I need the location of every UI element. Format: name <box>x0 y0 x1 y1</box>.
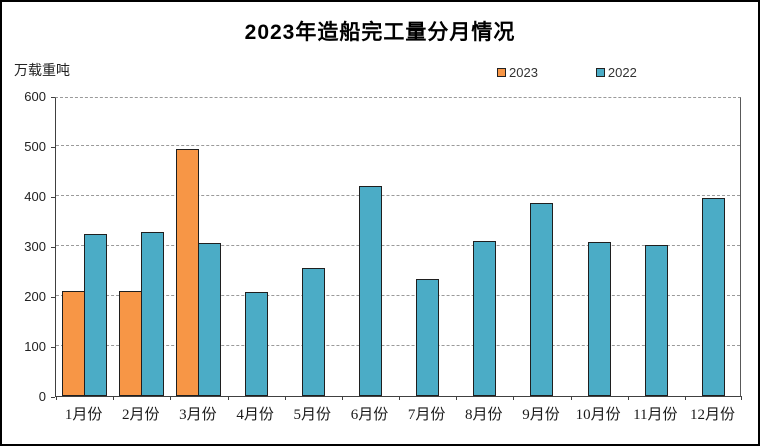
x-tick-mark-6 <box>399 396 400 400</box>
bar-2023-3月份 <box>175 149 199 396</box>
x-tick-mark-8 <box>513 396 515 400</box>
x-label-11月份: 11月份 <box>633 407 678 423</box>
bar-2022-5月份 <box>301 268 325 396</box>
bar-2023-2月份 <box>118 291 142 396</box>
x-label-2月份: 2月份 <box>122 407 160 423</box>
y-tick-mark-0 <box>51 397 55 398</box>
y-axis-unit-label: 万载重吨 <box>14 62 70 78</box>
legend-item-2023: 2023 <box>497 65 538 80</box>
chart-title: 2023年造船完工量分月情况 <box>244 21 516 44</box>
x-label-12月份: 12月份 <box>689 407 735 423</box>
bar-2022-7月份 <box>416 278 440 396</box>
y-tick-label-200: 200 <box>24 289 46 304</box>
x-label-3月份: 3月份 <box>179 407 217 423</box>
y-tick-mark-300 <box>51 247 55 248</box>
x-tick-mark-9 <box>570 396 572 400</box>
y-tick-label-0: 0 <box>38 389 46 404</box>
gridline-400 <box>56 195 740 196</box>
gridline-300 <box>56 245 740 246</box>
y-tick-mark-200 <box>51 297 55 298</box>
bar-2022-6月份 <box>358 185 382 396</box>
x-label-4月份: 4月份 <box>236 407 274 423</box>
y-tick-label-300: 300 <box>24 239 46 254</box>
bar-2022-1月份 <box>83 233 107 396</box>
x-tick-mark-3 <box>227 396 229 400</box>
gridline-100 <box>56 345 740 346</box>
x-tick-mark-4 <box>284 396 286 400</box>
gridline-500 <box>56 145 740 146</box>
bar-2022-12月份 <box>701 198 725 396</box>
legend: 2023 2022 <box>497 65 637 80</box>
x-axis-labels: 1月份 2月份 3月份 4月份 5月份 6月份 7月份 8月份 9月份 10月份 11月份 12月份 <box>55 403 741 424</box>
y-tick-label-400: 400 <box>24 189 46 204</box>
bar-2022-10月份 <box>587 242 611 396</box>
x-tick-mark-0 <box>56 396 57 400</box>
x-tick-mark-5 <box>341 396 343 400</box>
bar-2022-3月份 <box>197 242 221 396</box>
y-tick-label-500: 500 <box>24 139 46 154</box>
x-label-1月份: 1月份 <box>64 407 103 423</box>
gridline-200 <box>56 295 740 296</box>
x-label-6月份: 6月份 <box>350 407 389 423</box>
bar-2023-1月份 <box>61 290 85 396</box>
x-tick-mark-11 <box>684 396 686 400</box>
x-tick-mark-1 <box>113 396 115 400</box>
y-tick-mark-600 <box>51 97 55 98</box>
x-label-7月份: 7月份 <box>407 407 446 423</box>
bar-2022-2月份 <box>140 232 164 396</box>
legend-swatch-2022 <box>595 68 605 77</box>
x-tick-mark-10 <box>627 396 629 400</box>
y-tick-label-600: 600 <box>24 89 46 104</box>
x-tick-mark-12 <box>741 396 742 400</box>
x-label-9月份: 9月份 <box>522 407 560 423</box>
legend-item-2022: 2022 <box>595 65 637 80</box>
x-label-8月份: 8月份 <box>465 407 503 423</box>
x-label-5月份: 5月份 <box>293 407 332 423</box>
y-tick-mark-400 <box>51 197 55 198</box>
y-tick-label-100: 100 <box>24 339 46 354</box>
legend-swatch-2023 <box>497 68 506 77</box>
legend-label-2022: 2022 <box>607 65 637 80</box>
x-tick-mark-2 <box>170 396 172 400</box>
bar-2022-11月份 <box>644 244 668 396</box>
bar-2022-8月份 <box>473 241 497 396</box>
bar-2022-9月份 <box>530 203 554 396</box>
plot-area <box>55 97 742 400</box>
y-tick-mark-100 <box>51 347 55 348</box>
x-tick-mark-7 <box>456 396 458 400</box>
x-label-10月份: 10月份 <box>575 407 621 423</box>
legend-label-2023: 2023 <box>509 65 538 80</box>
y-tick-mark-500 <box>51 147 55 148</box>
bar-2022-4月份 <box>244 291 268 396</box>
